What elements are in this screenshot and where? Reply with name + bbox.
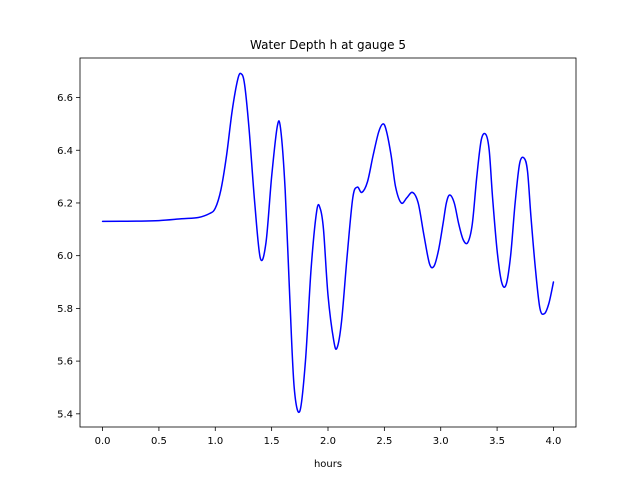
x-tick-label: 1.5 — [264, 436, 280, 447]
y-tick-label: 5.6 — [57, 357, 73, 368]
y-tick-label: 6.0 — [57, 251, 73, 262]
x-axis-label: hours — [314, 459, 342, 470]
y-tick-label: 6.2 — [57, 198, 73, 209]
x-tick-label: 2.5 — [376, 436, 392, 447]
y-tick-label: 6.4 — [57, 146, 73, 157]
x-tick-label: 3.5 — [489, 436, 505, 447]
x-tick-label: 3.0 — [433, 436, 449, 447]
y-tick-label: 5.4 — [57, 409, 73, 420]
water-depth-series-line — [101, 72, 555, 413]
y-axis: 5.4 5.6 5.8 6.0 6.2 6.4 6.6 — [57, 93, 80, 420]
x-axis: 0.0 0.5 1.0 1.5 2.0 2.5 3.0 3.5 4.0 — [95, 427, 562, 447]
x-tick-label: 4.0 — [546, 436, 562, 447]
x-tick-label: 0.0 — [95, 436, 111, 447]
chart-title: Water Depth h at gauge 5 — [250, 38, 406, 52]
x-tick-label: 0.5 — [151, 436, 167, 447]
y-tick-label: 5.8 — [57, 304, 73, 315]
x-tick-label: 1.0 — [207, 436, 223, 447]
y-tick-label: 6.6 — [57, 93, 73, 104]
x-tick-label: 2.0 — [320, 436, 336, 447]
